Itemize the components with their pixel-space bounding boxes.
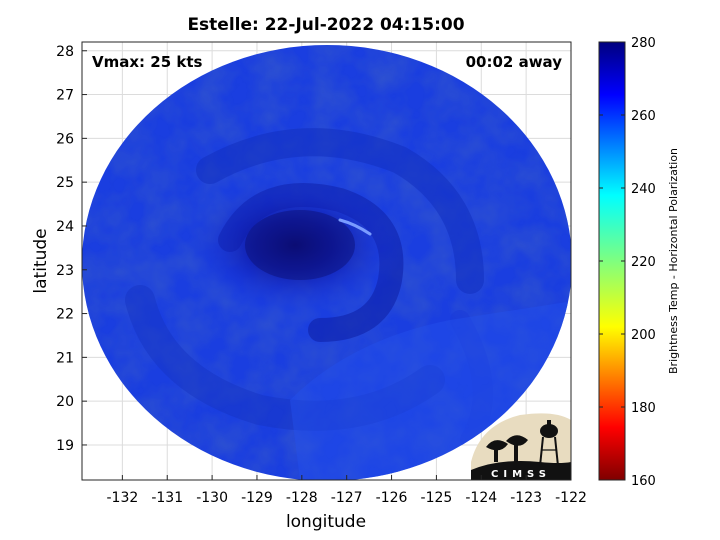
x-tick-label: -125 [421, 490, 453, 506]
microwave-swath [82, 45, 571, 480]
y-axis-label: latitude [31, 228, 51, 293]
y-tick-label: 25 [56, 175, 74, 191]
logo-text: CIMSS [491, 469, 551, 480]
y-tick-label: 26 [56, 131, 74, 147]
colorbar-tick-label: 220 [631, 255, 656, 270]
colorbar-tick-label: 200 [631, 328, 656, 343]
x-tick-label: -127 [331, 490, 363, 506]
y-tick-label: 28 [56, 44, 74, 60]
x-tick-label: -132 [106, 490, 138, 506]
vmax-label: Vmax: 25 kts [92, 53, 202, 71]
time-away-label: 00:02 away [466, 53, 563, 71]
colorbar-tick-label: 240 [631, 182, 656, 197]
plot-area: CIMSS Vmax: 25 kts 00:02 away [81, 41, 572, 481]
colorbar-tick-label: 280 [631, 36, 656, 51]
x-tick-label: -131 [151, 490, 183, 506]
colorbar-ticks: 160 180 200 220 240 260 280 [599, 36, 656, 489]
water-tower-icon [539, 420, 559, 467]
x-tick-label: -123 [510, 490, 542, 506]
colorbar-label: Brightness Temp - Horizontal Polarizatio… [667, 148, 680, 374]
y-tick-label: 20 [56, 394, 74, 410]
x-tick-label: -130 [196, 490, 228, 506]
x-tick-label: -122 [555, 490, 587, 506]
colorbar-gradient [598, 41, 626, 481]
y-tick-label: 27 [56, 88, 74, 104]
bright-streak [338, 218, 372, 236]
colorbar-tick-label: 180 [631, 401, 656, 416]
colorbar-tick-label: 260 [631, 109, 656, 124]
y-tick-label: 22 [56, 307, 74, 323]
x-tick-label: -128 [286, 490, 318, 506]
x-tick-label: -124 [465, 490, 497, 506]
x-axis-label: longitude [286, 512, 366, 532]
satellite-dish-icon [486, 435, 528, 462]
y-tick-label: 23 [56, 263, 74, 279]
imagery-layer [82, 45, 571, 480]
x-tick-label: -129 [241, 490, 273, 506]
x-tick-label: -126 [376, 490, 408, 506]
y-tick-label: 19 [56, 438, 74, 454]
plot-frame [81, 41, 572, 481]
y-tick-label: 24 [56, 219, 74, 235]
y-axis-ticks: 19 20 21 22 23 24 25 26 27 28 [56, 44, 87, 454]
colorbar-tick-label: 160 [631, 474, 656, 489]
y-tick-label: 21 [56, 350, 74, 366]
colorbar: 160 180 200 220 240 260 280 Brightness Temp - … [598, 36, 680, 489]
cimss-logo: CIMSS [471, 413, 571, 480]
chart-title: Estelle: 22-Jul-2022 04:15:00 [187, 15, 464, 35]
x-axis-ticks: -132 -131 -130 -129 -128 -127 -126 -125 -124 -123… [106, 475, 587, 506]
